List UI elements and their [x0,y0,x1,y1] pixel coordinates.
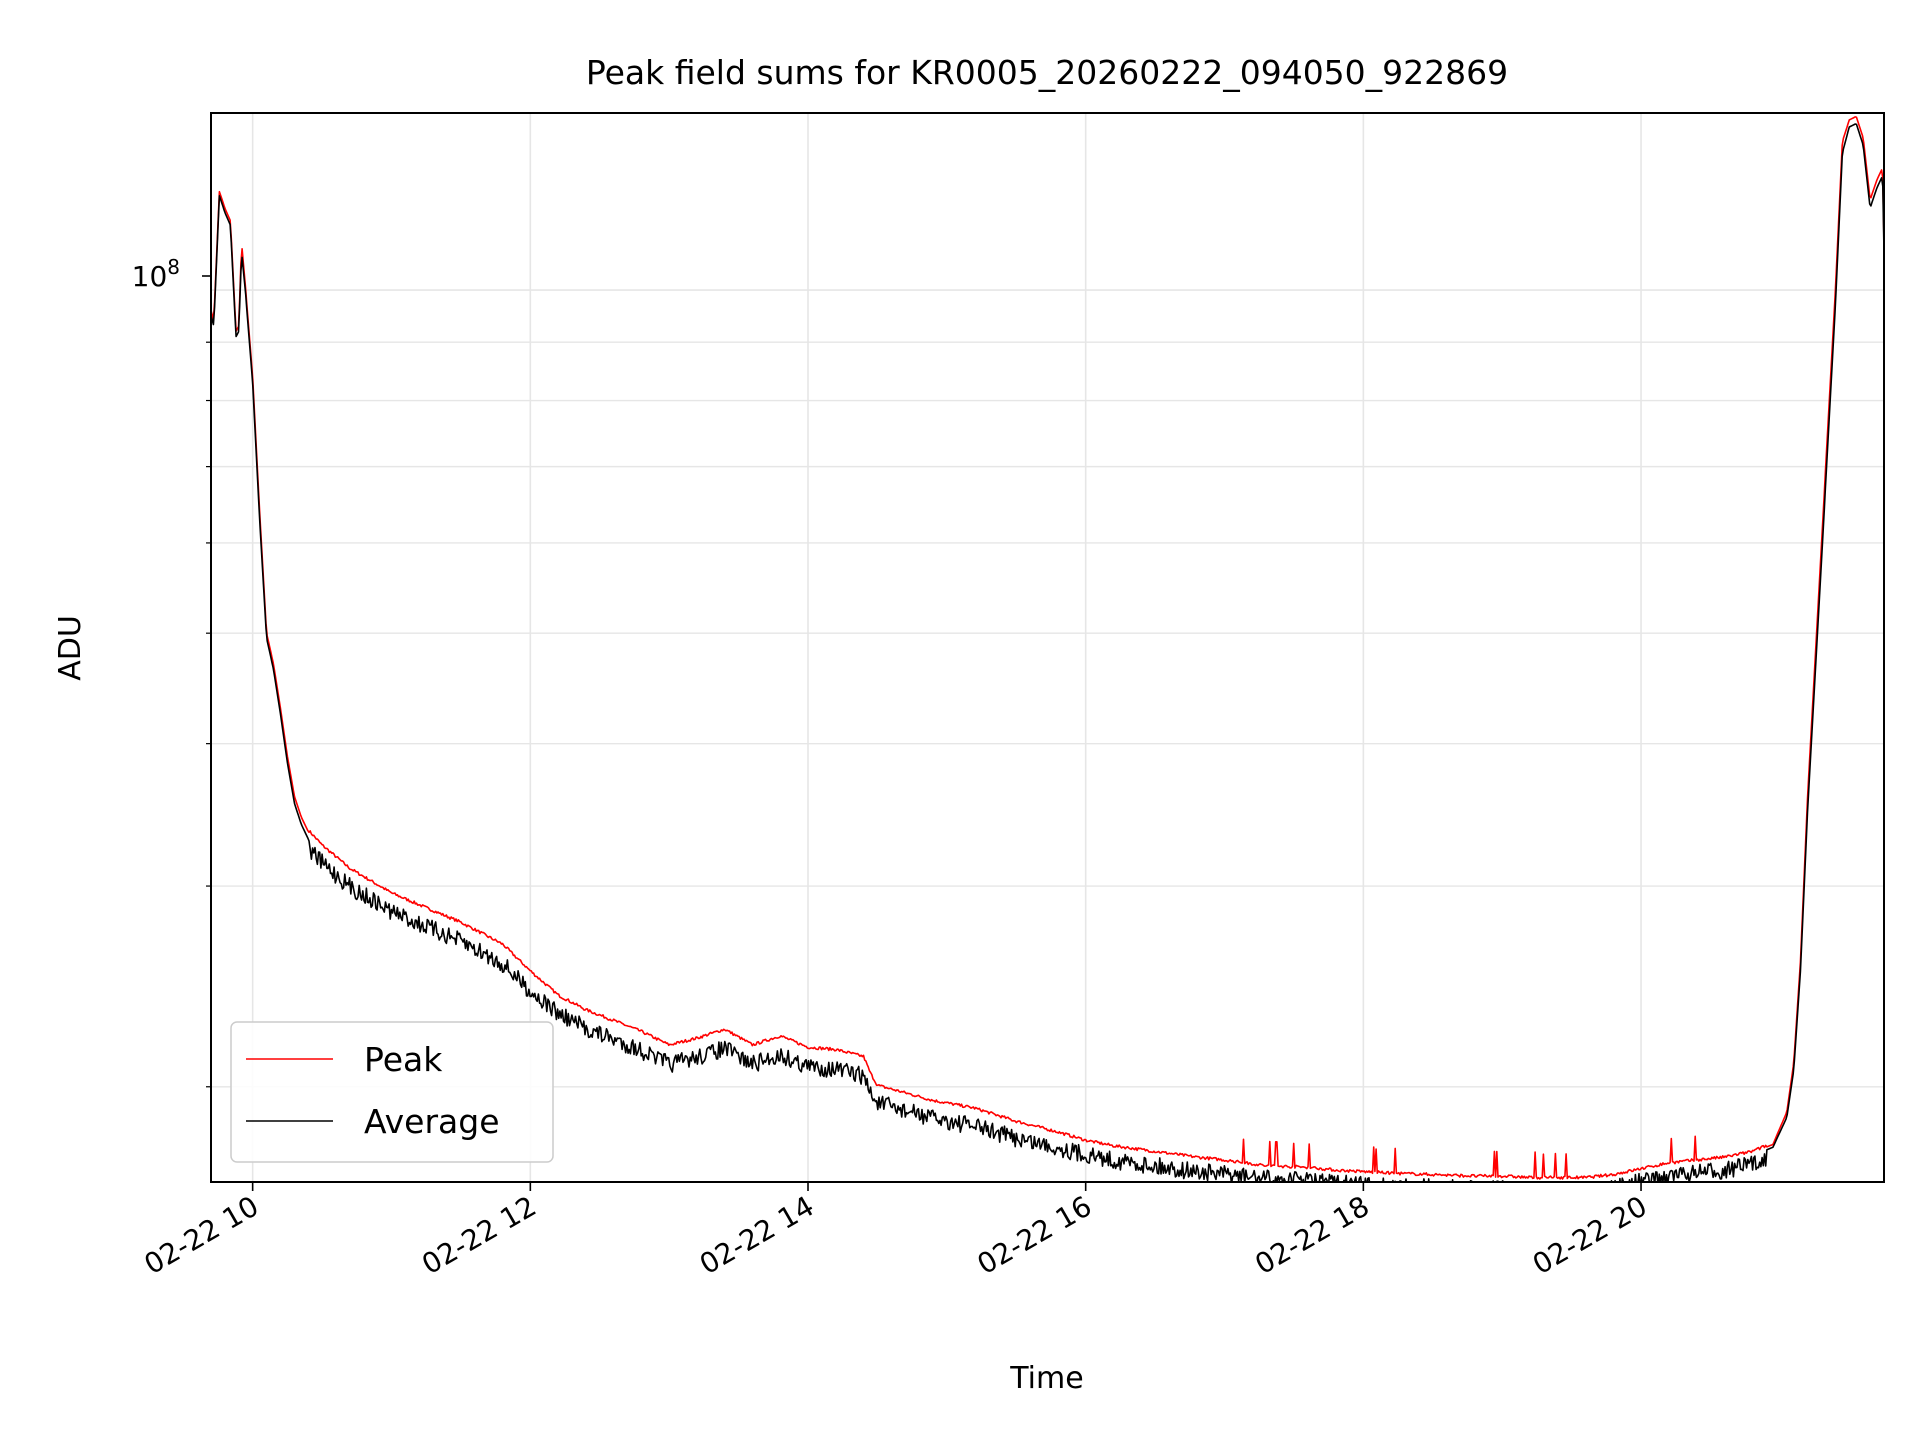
y-tick-exponent: 8 [167,255,180,279]
y-tick-label: 108 [132,255,180,293]
legend: Peak Average [230,1021,554,1163]
plot-frame [210,112,1885,1183]
y-axis-label: ADU [53,615,88,681]
series-line-average [211,123,1884,1182]
legend-label-peak: Peak [364,1040,443,1079]
chart-title: Peak field sums for KR0005_20260222_0940… [586,53,1508,92]
x-axis-label: Time [1009,1361,1083,1396]
series-line-peak [211,116,1884,1180]
y-axis: 108 [132,255,211,1088]
y-tick-base: 10 [132,260,168,293]
legend-box [230,1021,554,1163]
legend-label-average: Average [364,1102,500,1141]
